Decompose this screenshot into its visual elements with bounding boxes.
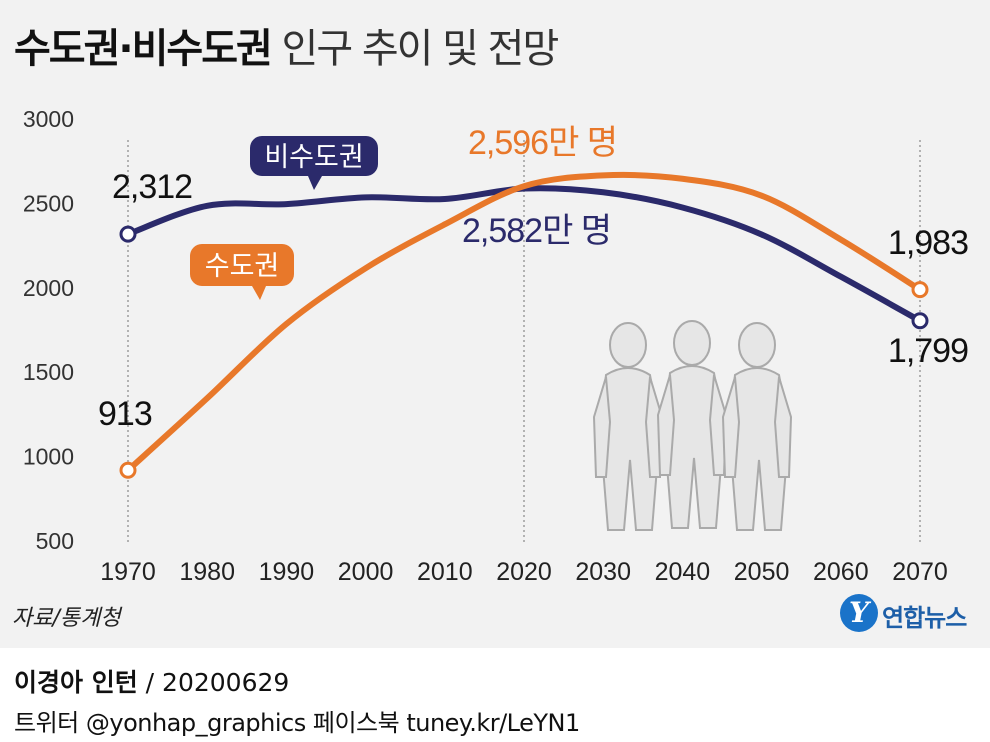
x-tick-label: 2030 [575,558,631,586]
x-tick-label: 2040 [655,558,711,586]
date: / 20200629 [145,668,290,697]
x-tick-label: 2020 [496,558,552,586]
author: 이경아 인턴 [14,668,138,697]
label-capital-peak: 2,596만 명 [468,124,617,162]
data-point-marker [911,281,929,299]
label-noncapital-start: 2,312 [112,168,192,206]
y-tick-label: 1000 [23,444,74,470]
person-head [609,322,647,368]
x-tick-label: 2010 [417,558,473,586]
footer: 이경아 인턴 / 20200629 트위터 @yonhap_graphics 페… [0,648,990,742]
y-tick-label: 3000 [23,106,74,132]
source-note: 자료/통계청 [12,606,121,631]
person-head [673,320,711,366]
y-tick-label: 2500 [23,190,74,216]
x-tick-label: 2050 [734,558,790,586]
line-chart: 3000 2500 2000 1500 1000 500 1970 1980 1990 2000… [23,106,969,586]
people-illustration [592,320,793,531]
legend-label-capital: 수도권 [205,251,280,282]
label-capital-start: 913 [98,395,152,433]
legend-callout-noncapital: 비수도권 [250,136,378,190]
legend-bubble-noncapital [250,136,378,190]
person-body [598,367,662,531]
legend-bubble-capital [190,244,294,300]
person-arm [721,376,741,478]
data-point-marker [911,312,929,330]
person-arm [656,374,676,476]
yonhap-logo-icon: Y [840,594,878,632]
social-line: 트위터 @yonhap_graphics 페이스북 tuney.kr/LeYN1 [14,709,580,737]
label-noncapital-peak: 2,582만 명 [462,212,611,250]
person-head [738,322,776,368]
person-figure [721,322,793,531]
person-arm [708,374,728,476]
credit-line: 이경아 인턴 / 20200629 [14,663,289,699]
data-point-marker [119,461,137,479]
series-markers [119,225,929,479]
person-arm [773,376,793,478]
x-tick-label: 2060 [813,558,869,586]
yonhap-logo-text: 연합뉴스 [882,604,967,632]
person-body [727,367,791,531]
person-figure [656,320,728,529]
series-line-capital [125,171,923,474]
title-normal: 인구 추이 및 전망 [281,26,560,72]
person-arm [592,376,612,478]
person-figure [592,322,664,531]
title-bold: 수도권·비수도권 [14,26,273,72]
label-capital-end: 1,983 [888,224,968,262]
x-tick-label: 1970 [100,558,156,586]
x-tick-label: 1990 [259,558,315,586]
data-labels: 2,312 913 1,799 1,983 2,596만 명 2,582만 명 [98,124,969,433]
data-point-marker [119,225,137,243]
person-body [662,365,726,529]
y-tick-label: 2000 [23,275,74,301]
y-tick-label: 1500 [23,359,74,385]
x-tick-label: 1980 [179,558,235,586]
chart-title: 수도권·비수도권 인구 추이 및 전망 [14,16,560,74]
x-tick-label: 2000 [338,558,394,586]
legend-label-noncapital: 비수도권 [264,142,363,173]
y-axis-ticks: 3000 2500 2000 1500 1000 500 [23,106,74,554]
legend-callout-capital: 수도권 [190,244,294,300]
label-noncapital-end: 1,799 [888,332,968,370]
y-tick-label: 500 [36,528,74,554]
x-tick-label: 2070 [892,558,948,586]
yonhap-logo: Y 연합뉴스 [840,592,985,638]
x-axis-ticks: 1970 1980 1990 2000 2010 2020 2030 2040 2050 2060… [100,558,948,586]
series-lines [125,171,923,474]
